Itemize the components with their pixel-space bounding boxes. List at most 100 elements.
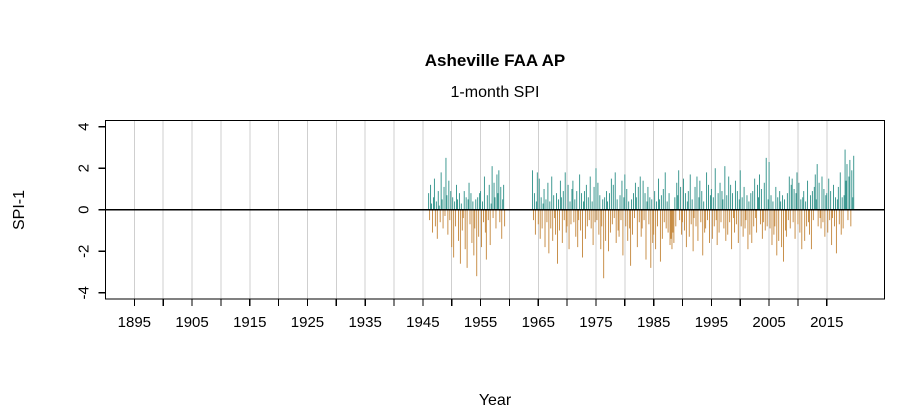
spi-bar [646, 201, 648, 210]
spi-bar [479, 193, 481, 210]
spi-bar [798, 182, 800, 210]
spi-bar [596, 209, 598, 221]
spi-bar [779, 191, 781, 210]
spi-bar [800, 199, 802, 210]
spi-bar [627, 209, 629, 241]
spi-bar [432, 209, 433, 233]
spi-bar [703, 201, 705, 210]
spi-bar [681, 209, 683, 235]
spi-bar [722, 199, 724, 210]
spi-bar [625, 209, 627, 227]
x-tick-label: 1895 [118, 314, 151, 331]
x-tick-label: 1935 [348, 314, 381, 331]
spi-bar [587, 197, 589, 210]
spi-bar [645, 209, 647, 260]
spi-bar [851, 170, 853, 210]
spi-bar [844, 149, 846, 210]
spi-bar [606, 191, 608, 210]
spi-bar [563, 209, 565, 221]
spi-bar [763, 182, 765, 210]
spi-bar [616, 199, 618, 210]
spi-bar [586, 209, 588, 227]
spi-bar [753, 209, 755, 227]
spi-bar [588, 209, 590, 221]
spi-bar [717, 193, 719, 210]
spi-bar [727, 209, 729, 235]
spi-bar [576, 191, 578, 210]
spi-bar [714, 168, 716, 210]
spi-bar [809, 209, 810, 235]
spi-bar [672, 209, 674, 233]
spi-bar [700, 209, 702, 223]
spi-bar [579, 174, 581, 210]
spi-bar [568, 209, 570, 250]
spi-bar [787, 209, 789, 221]
spi-bar [503, 184, 505, 210]
spi-bar [807, 180, 809, 210]
plot-border [104, 119, 886, 300]
spi-bar [602, 199, 604, 210]
y-tick-label: -4 [76, 286, 93, 299]
spi-bar [777, 197, 779, 210]
spi-bar [457, 209, 459, 241]
spi-bar [613, 209, 615, 219]
spi-bar [655, 209, 657, 250]
spi-bar [477, 197, 479, 210]
spi-bar [741, 197, 743, 210]
spi-bar [817, 209, 819, 227]
spi-bar [539, 209, 541, 239]
spi-bar [736, 191, 738, 210]
spi-bar [657, 209, 658, 227]
spi-bar [433, 178, 435, 210]
spi-bar [676, 182, 678, 210]
spi-bar [541, 209, 543, 229]
spi-bar [821, 176, 823, 210]
spi-bar [533, 209, 534, 221]
spi-bar [488, 184, 490, 210]
spi-bar [696, 176, 698, 210]
spi-bar [434, 209, 436, 227]
spi-bar [809, 195, 811, 210]
spi-bar [485, 209, 487, 260]
spi-bar [466, 209, 468, 268]
spi-bar [449, 209, 451, 221]
spi-bar [542, 203, 544, 210]
spi-bar [643, 209, 645, 221]
spi-bar [555, 209, 557, 235]
spi-bar [641, 209, 643, 229]
spi-bar [603, 209, 605, 279]
spi-bar [493, 182, 495, 210]
spi-bar [810, 209, 812, 250]
spi-bar [836, 199, 838, 210]
spi-bar [756, 209, 758, 233]
spi-bar [735, 209, 737, 225]
spi-bar [550, 209, 552, 229]
spi-bar [764, 209, 766, 231]
spi-bar [502, 199, 504, 210]
spi-bar [781, 209, 783, 248]
spi-bar [451, 209, 453, 248]
spi-bar [737, 209, 739, 243]
spi-bar [536, 172, 538, 210]
spi-bar [604, 197, 606, 210]
spi-bar [651, 199, 653, 210]
spi-bar [617, 209, 619, 231]
spi-bar [749, 209, 751, 235]
spi-bar [489, 209, 491, 246]
y-tick-label: 4 [76, 123, 93, 131]
spi-bar [759, 174, 760, 210]
spi-bar [589, 176, 591, 210]
spi-bar [585, 184, 587, 210]
spi-bar [684, 209, 685, 231]
spi-bar [600, 209, 602, 250]
spi-bar [540, 197, 542, 210]
spi-bar [470, 193, 472, 210]
spi-bar [658, 178, 659, 210]
spi-bar [632, 209, 633, 235]
spi-bar [647, 186, 649, 210]
spi-bar [820, 209, 822, 229]
x-tick-label: 1925 [291, 314, 324, 331]
spi-bar [442, 209, 444, 229]
spi-bar [571, 188, 573, 210]
